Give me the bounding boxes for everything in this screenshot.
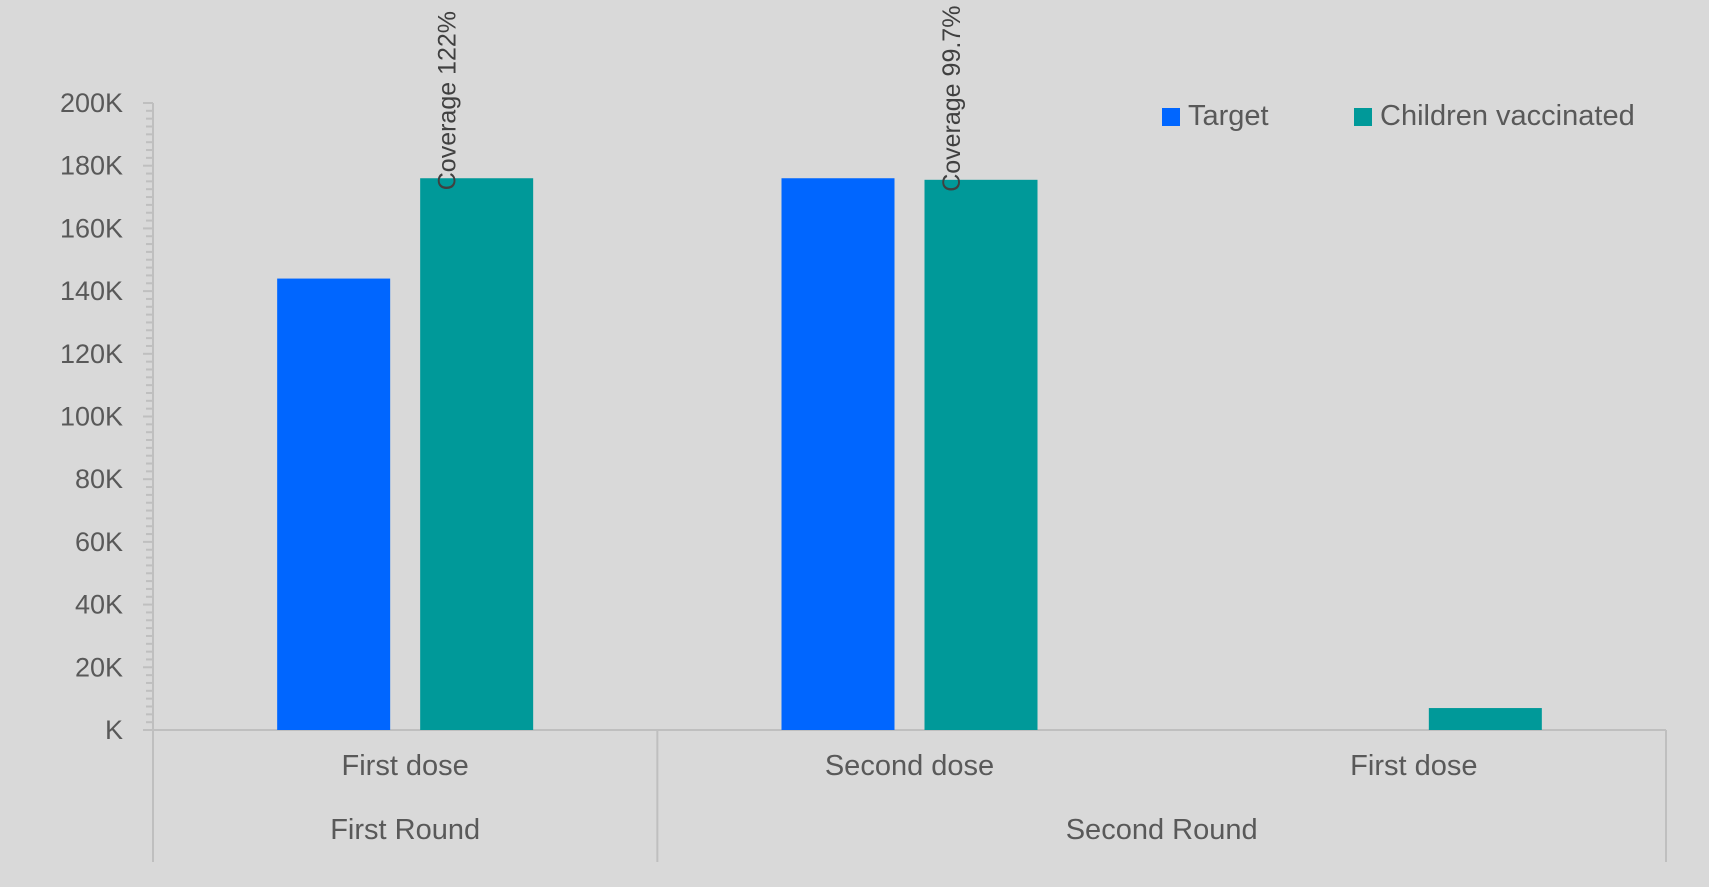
legend-label: Target (1188, 100, 1269, 132)
y-tick-label: 160K (60, 213, 123, 243)
y-tick-label: 60K (75, 527, 123, 557)
bar-children-vaccinated (924, 179, 1038, 730)
y-tick-label: 40K (75, 590, 123, 620)
legend-label: Children vaccinated (1380, 100, 1635, 132)
y-tick-label: 120K (60, 339, 123, 369)
x-category-label: First dose (342, 750, 469, 782)
y-tick-label: 20K (75, 652, 123, 682)
x-category-label: First dose (1350, 750, 1477, 782)
legend-swatch (1354, 108, 1372, 126)
coverage-annotation: Coverage 99.7% (938, 6, 966, 192)
y-tick-label: 200K (60, 88, 123, 118)
y-tick-label: 180K (60, 151, 123, 181)
y-tick-label: 140K (60, 276, 123, 306)
x-group-label: Second Round (1066, 814, 1258, 846)
y-tick-label: 80K (75, 464, 123, 494)
legend-swatch (1162, 108, 1180, 126)
bar-target (781, 178, 895, 731)
bar-target (277, 278, 391, 730)
x-group-label: First Round (330, 814, 480, 846)
x-category-label: Second dose (825, 750, 994, 782)
coverage-annotation: Coverage 122% (434, 11, 462, 190)
bar-children-vaccinated (420, 178, 534, 731)
y-tick-label: 100K (60, 402, 123, 432)
y-tick-label: K (105, 715, 123, 745)
bar-children-vaccinated (1428, 708, 1542, 730)
